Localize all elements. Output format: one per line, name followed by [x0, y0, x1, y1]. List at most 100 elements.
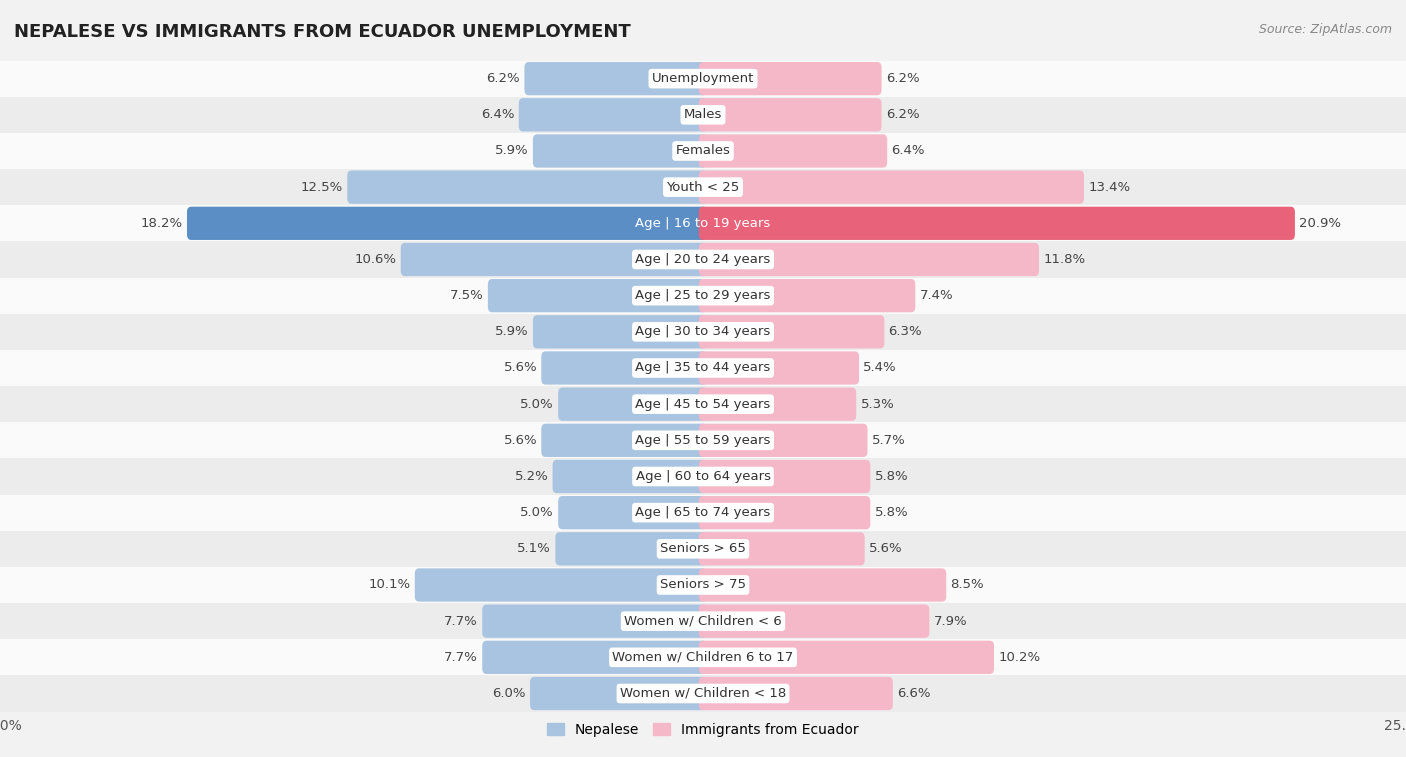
Text: 10.6%: 10.6%: [354, 253, 396, 266]
Text: 5.8%: 5.8%: [875, 470, 908, 483]
Text: Females: Females: [675, 145, 731, 157]
FancyBboxPatch shape: [482, 605, 707, 638]
FancyBboxPatch shape: [699, 98, 882, 132]
Text: Youth < 25: Youth < 25: [666, 181, 740, 194]
FancyBboxPatch shape: [401, 243, 707, 276]
Text: 10.1%: 10.1%: [368, 578, 411, 591]
Text: 20.9%: 20.9%: [1299, 217, 1341, 230]
FancyBboxPatch shape: [519, 98, 707, 132]
Bar: [0, 567, 1406, 603]
Text: 7.5%: 7.5%: [450, 289, 484, 302]
Text: Unemployment: Unemployment: [652, 72, 754, 85]
Text: Women w/ Children 6 to 17: Women w/ Children 6 to 17: [613, 651, 793, 664]
FancyBboxPatch shape: [555, 532, 707, 565]
Text: 5.2%: 5.2%: [515, 470, 548, 483]
Bar: [0, 603, 1406, 639]
Text: 6.2%: 6.2%: [886, 72, 920, 85]
Text: 5.0%: 5.0%: [520, 506, 554, 519]
Text: 5.1%: 5.1%: [517, 542, 551, 556]
Text: Women w/ Children < 18: Women w/ Children < 18: [620, 687, 786, 700]
FancyBboxPatch shape: [699, 677, 893, 710]
FancyBboxPatch shape: [699, 62, 882, 95]
FancyBboxPatch shape: [699, 134, 887, 167]
FancyBboxPatch shape: [482, 640, 707, 674]
FancyBboxPatch shape: [699, 351, 859, 385]
Bar: [0, 531, 1406, 567]
FancyBboxPatch shape: [415, 569, 707, 602]
Bar: [0, 241, 1406, 278]
Text: 5.9%: 5.9%: [495, 326, 529, 338]
Text: 7.4%: 7.4%: [920, 289, 953, 302]
Text: 5.4%: 5.4%: [863, 362, 897, 375]
Text: NEPALESE VS IMMIGRANTS FROM ECUADOR UNEMPLOYMENT: NEPALESE VS IMMIGRANTS FROM ECUADOR UNEM…: [14, 23, 631, 41]
Bar: [0, 97, 1406, 133]
Text: 7.7%: 7.7%: [444, 615, 478, 628]
Text: 8.5%: 8.5%: [950, 578, 984, 591]
FancyBboxPatch shape: [524, 62, 707, 95]
Text: 6.2%: 6.2%: [486, 72, 520, 85]
Text: Seniors > 75: Seniors > 75: [659, 578, 747, 591]
FancyBboxPatch shape: [699, 532, 865, 565]
Text: 5.6%: 5.6%: [869, 542, 903, 556]
FancyBboxPatch shape: [699, 170, 1084, 204]
FancyBboxPatch shape: [699, 279, 915, 313]
FancyBboxPatch shape: [699, 207, 1295, 240]
FancyBboxPatch shape: [699, 388, 856, 421]
FancyBboxPatch shape: [347, 170, 707, 204]
Text: 10.2%: 10.2%: [998, 651, 1040, 664]
Bar: [0, 675, 1406, 712]
Text: 6.4%: 6.4%: [891, 145, 925, 157]
Bar: [0, 133, 1406, 169]
Legend: Nepalese, Immigrants from Ecuador: Nepalese, Immigrants from Ecuador: [541, 718, 865, 743]
Text: 6.6%: 6.6%: [897, 687, 931, 700]
Bar: [0, 639, 1406, 675]
FancyBboxPatch shape: [699, 640, 994, 674]
FancyBboxPatch shape: [699, 496, 870, 529]
FancyBboxPatch shape: [558, 496, 707, 529]
Text: 5.0%: 5.0%: [520, 397, 554, 410]
FancyBboxPatch shape: [699, 243, 1039, 276]
FancyBboxPatch shape: [699, 569, 946, 602]
Text: 5.8%: 5.8%: [875, 506, 908, 519]
Text: 5.3%: 5.3%: [860, 397, 894, 410]
FancyBboxPatch shape: [530, 677, 707, 710]
Text: 5.9%: 5.9%: [495, 145, 529, 157]
Text: 13.4%: 13.4%: [1088, 181, 1130, 194]
FancyBboxPatch shape: [533, 315, 707, 348]
Bar: [0, 169, 1406, 205]
Text: Women w/ Children < 6: Women w/ Children < 6: [624, 615, 782, 628]
FancyBboxPatch shape: [541, 351, 707, 385]
Bar: [0, 494, 1406, 531]
Text: Age | 35 to 44 years: Age | 35 to 44 years: [636, 362, 770, 375]
Text: Source: ZipAtlas.com: Source: ZipAtlas.com: [1258, 23, 1392, 36]
Text: Age | 65 to 74 years: Age | 65 to 74 years: [636, 506, 770, 519]
FancyBboxPatch shape: [558, 388, 707, 421]
Text: 5.6%: 5.6%: [503, 362, 537, 375]
Text: 18.2%: 18.2%: [141, 217, 183, 230]
FancyBboxPatch shape: [699, 424, 868, 457]
Bar: [0, 350, 1406, 386]
Text: Age | 30 to 34 years: Age | 30 to 34 years: [636, 326, 770, 338]
Text: Seniors > 65: Seniors > 65: [659, 542, 747, 556]
Bar: [0, 61, 1406, 97]
Text: 5.7%: 5.7%: [872, 434, 905, 447]
Text: Age | 16 to 19 years: Age | 16 to 19 years: [636, 217, 770, 230]
Text: Age | 60 to 64 years: Age | 60 to 64 years: [636, 470, 770, 483]
Bar: [0, 459, 1406, 494]
Text: 6.0%: 6.0%: [492, 687, 526, 700]
Text: 5.6%: 5.6%: [503, 434, 537, 447]
Bar: [0, 386, 1406, 422]
FancyBboxPatch shape: [553, 459, 707, 493]
FancyBboxPatch shape: [541, 424, 707, 457]
FancyBboxPatch shape: [699, 315, 884, 348]
Text: 7.9%: 7.9%: [934, 615, 967, 628]
Text: 11.8%: 11.8%: [1043, 253, 1085, 266]
FancyBboxPatch shape: [699, 605, 929, 638]
Bar: [0, 313, 1406, 350]
Text: 7.7%: 7.7%: [444, 651, 478, 664]
Text: Age | 45 to 54 years: Age | 45 to 54 years: [636, 397, 770, 410]
FancyBboxPatch shape: [187, 207, 707, 240]
Bar: [0, 278, 1406, 313]
Text: 6.3%: 6.3%: [889, 326, 922, 338]
Text: 6.4%: 6.4%: [481, 108, 515, 121]
